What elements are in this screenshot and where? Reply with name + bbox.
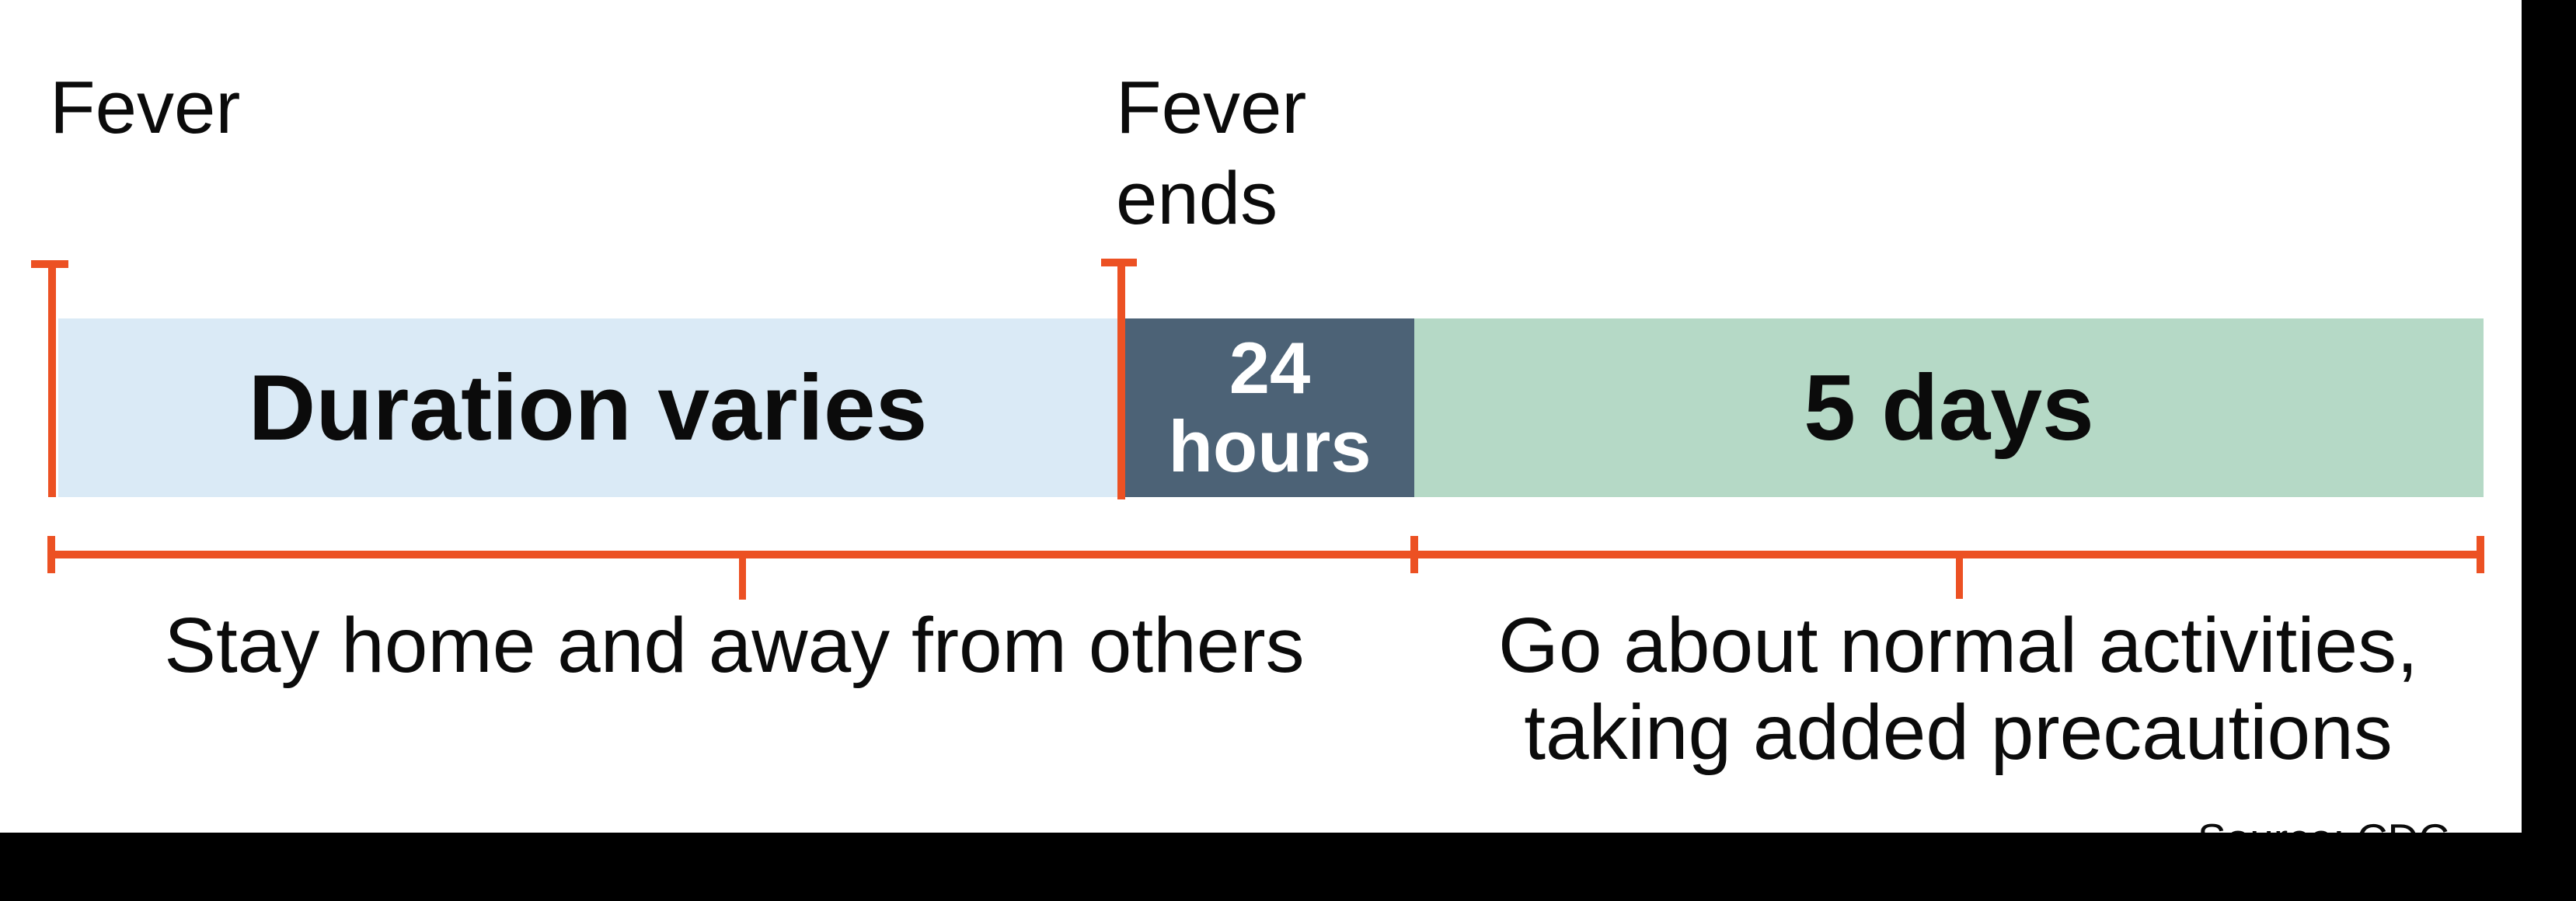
phase-normal-activities-line1: Go about normal activities, bbox=[1498, 602, 2418, 689]
segment-24-hours-label-line2: hours bbox=[1168, 405, 1372, 487]
fever-ends-label: Fever ends bbox=[1116, 62, 1306, 244]
fever-ends-label-line1: Fever bbox=[1116, 66, 1307, 149]
stay-home-pointer-tick bbox=[739, 558, 746, 600]
bottom-bracket-left-end-tick bbox=[47, 536, 55, 573]
phase-stay-home-label: Stay home and away from others bbox=[164, 602, 1305, 689]
bottom-bracket-divider-tick bbox=[1410, 536, 1418, 573]
fever-start-marker-stem-icon bbox=[48, 260, 56, 497]
segment-5-days: 5 days bbox=[1414, 318, 2484, 497]
bottom-bracket-right-end-tick bbox=[2477, 536, 2484, 573]
segment-24-hours-label: 24 hours bbox=[1168, 329, 1371, 485]
segment-duration-varies-label: Duration varies bbox=[248, 356, 928, 460]
segment-24-hours-label-line1: 24 bbox=[1229, 327, 1311, 409]
fever-ends-label-line2: ends bbox=[1116, 157, 1278, 240]
segment-5-days-label: 5 days bbox=[1804, 356, 2094, 460]
letterbox-right-bar bbox=[2522, 0, 2576, 901]
fever-ends-marker-stem-icon bbox=[1117, 259, 1125, 499]
normal-activities-pointer-tick bbox=[1956, 558, 1963, 599]
bottom-bracket-line bbox=[51, 551, 2480, 558]
phase-normal-activities-line2: taking added precautions bbox=[1524, 689, 2393, 776]
fever-start-label: Fever bbox=[50, 66, 241, 149]
segment-duration-varies: Duration varies bbox=[58, 318, 1117, 497]
phase-normal-activities-label: Go about normal activities, taking added… bbox=[1417, 602, 2499, 776]
segment-24-hours: 24 hours bbox=[1125, 318, 1414, 497]
letterbox-bottom-bar bbox=[0, 833, 2576, 901]
